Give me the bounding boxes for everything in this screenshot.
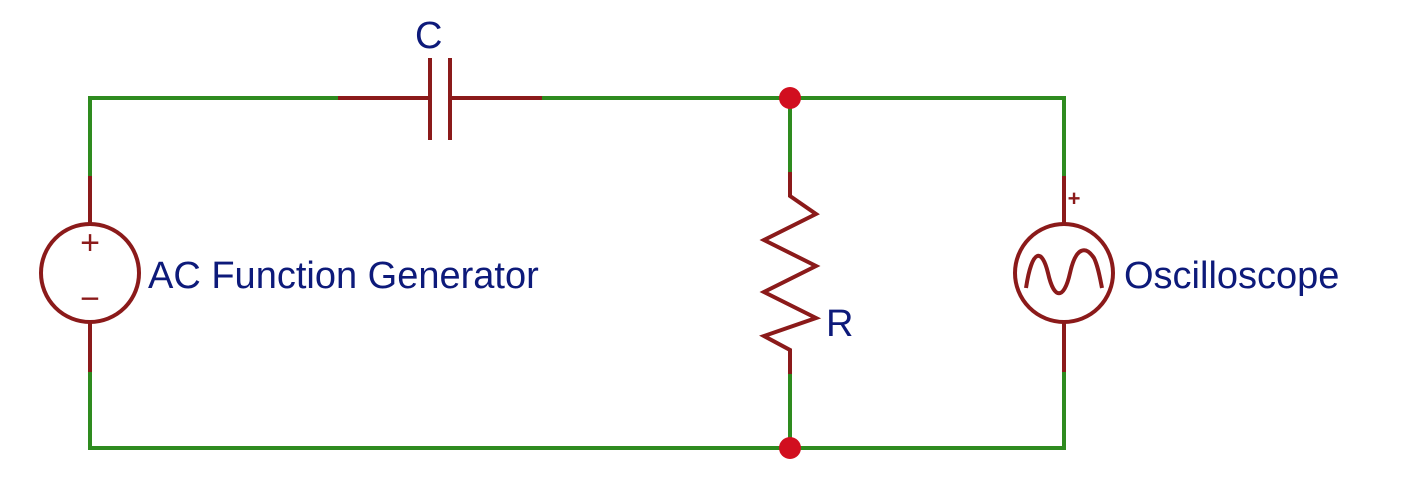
oscilloscope-plus-sign: + (1068, 186, 1081, 211)
resistor-zigzag (759, 172, 822, 374)
oscilloscope: + Oscilloscope (1013, 176, 1339, 372)
oscilloscope-label: Oscilloscope (1124, 255, 1339, 297)
wires (88, 96, 1066, 450)
generator-minus-sign: − (80, 280, 100, 318)
generator-plus-sign: + (80, 224, 100, 262)
resistor: R (759, 172, 853, 374)
junction-node-bottom (779, 437, 801, 459)
capacitor: C (338, 15, 542, 140)
wire-top-right (540, 96, 1066, 178)
ac-function-generator: + − AC Function Generator (39, 176, 539, 372)
generator-label: AC Function Generator (148, 255, 539, 297)
resistor-label: R (826, 303, 853, 345)
wire-bottom (88, 370, 1066, 450)
junction-node-top (779, 87, 801, 109)
wire-top-left (88, 96, 340, 178)
sine-wave-icon (1024, 248, 1104, 295)
capacitor-label: C (415, 15, 442, 57)
